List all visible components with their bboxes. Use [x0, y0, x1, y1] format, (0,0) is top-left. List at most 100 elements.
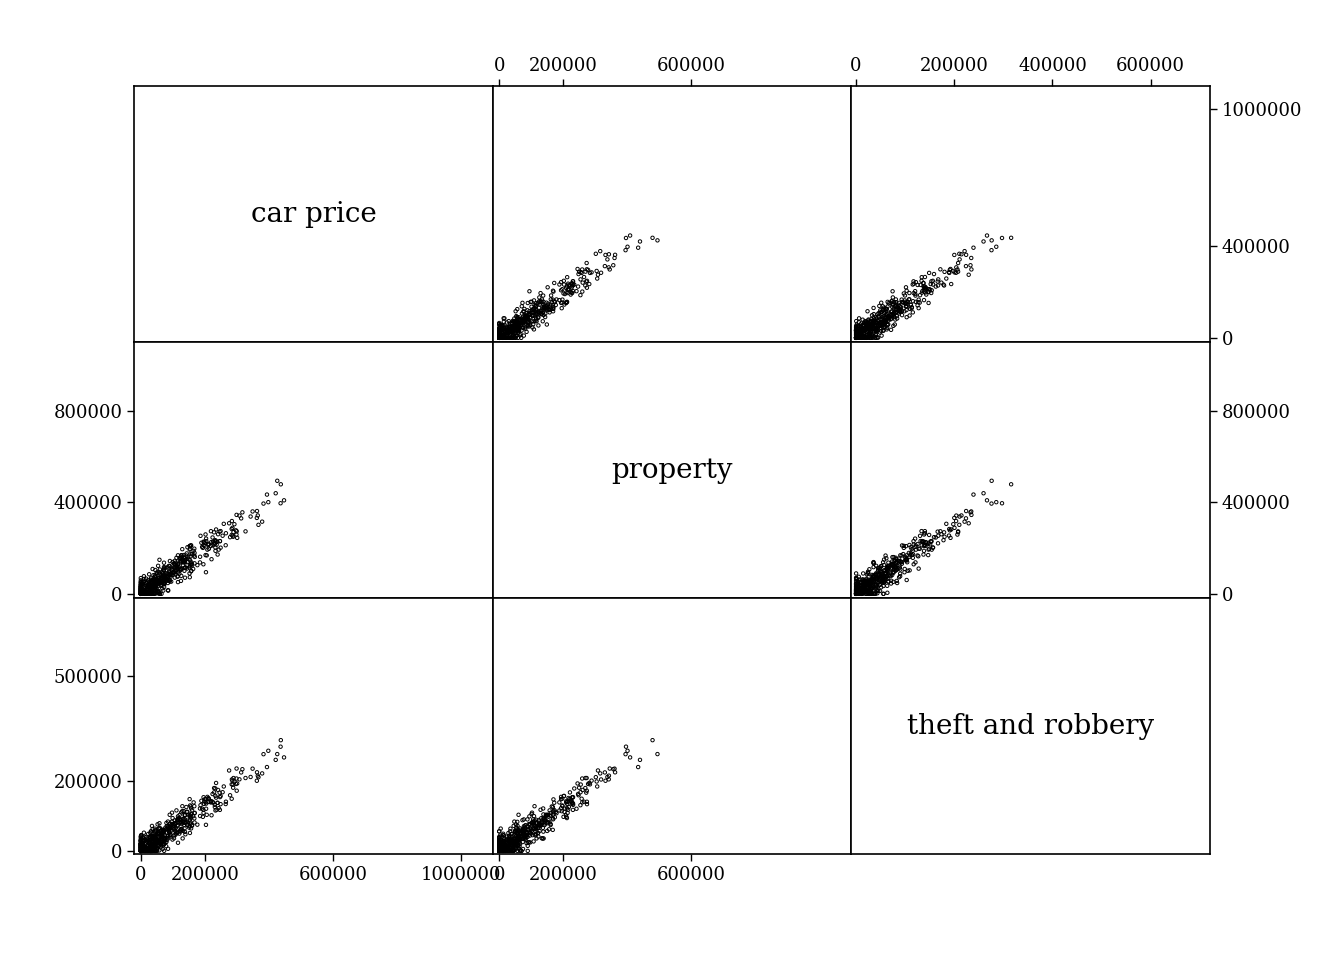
Point	[491, 840, 512, 855]
Point	[848, 315, 870, 330]
Point	[527, 826, 548, 841]
Point	[136, 571, 157, 587]
Point	[504, 318, 526, 333]
Point	[492, 330, 513, 346]
Point	[871, 559, 892, 574]
Point	[226, 776, 247, 791]
Point	[226, 771, 247, 786]
Point	[536, 279, 558, 295]
Point	[140, 837, 161, 852]
Point	[900, 300, 922, 315]
Point	[144, 581, 165, 596]
Point	[560, 279, 582, 295]
Point	[151, 564, 172, 580]
Point	[528, 817, 550, 832]
Point	[509, 826, 531, 841]
Point	[851, 330, 872, 346]
Point	[130, 581, 152, 596]
Point	[500, 322, 521, 337]
Point	[617, 239, 638, 254]
Point	[142, 843, 164, 858]
Point	[145, 586, 167, 601]
Point	[169, 812, 191, 828]
Point	[878, 562, 899, 577]
Point	[140, 838, 161, 853]
Point	[130, 839, 152, 854]
Point	[862, 575, 883, 590]
Point	[857, 587, 879, 602]
Point	[151, 836, 172, 852]
Point	[859, 330, 880, 346]
Point	[863, 568, 884, 584]
Point	[531, 292, 552, 307]
Point	[164, 816, 185, 831]
Point	[555, 794, 577, 809]
Point	[137, 839, 159, 854]
Point	[210, 788, 231, 804]
Point	[616, 230, 637, 246]
Point	[492, 843, 513, 858]
Point	[489, 842, 511, 857]
Point	[499, 833, 520, 849]
Point	[496, 843, 517, 858]
Point	[503, 324, 524, 340]
Point	[153, 831, 175, 847]
Point	[266, 473, 288, 489]
Point	[919, 276, 941, 292]
Point	[144, 575, 165, 590]
Point	[921, 534, 942, 549]
Point	[159, 566, 180, 582]
Point	[134, 587, 156, 602]
Point	[523, 308, 544, 324]
Point	[902, 294, 923, 309]
Point	[862, 567, 883, 583]
Point	[512, 828, 534, 844]
Point	[505, 315, 527, 330]
Point	[492, 832, 513, 848]
Point	[159, 567, 180, 583]
Point	[489, 842, 511, 857]
Point	[253, 747, 274, 762]
Point	[247, 517, 269, 533]
Point	[524, 818, 546, 833]
Point	[489, 320, 511, 335]
Point	[863, 573, 884, 588]
Point	[500, 837, 521, 852]
Point	[257, 759, 278, 775]
Point	[871, 324, 892, 339]
Point	[145, 839, 167, 854]
Point	[141, 585, 163, 600]
Point	[488, 839, 509, 854]
Point	[167, 557, 188, 572]
Point	[503, 323, 524, 338]
Point	[878, 317, 899, 332]
Point	[152, 826, 173, 841]
Point	[859, 579, 880, 594]
Point	[540, 300, 562, 316]
Point	[550, 789, 571, 804]
Point	[519, 817, 540, 832]
Point	[542, 807, 563, 823]
Point	[570, 265, 591, 280]
Point	[153, 823, 175, 838]
Point	[870, 302, 891, 318]
Point	[173, 815, 195, 830]
Point	[856, 566, 878, 582]
Point	[130, 843, 152, 858]
Point	[175, 824, 196, 839]
Point	[853, 584, 875, 599]
Point	[499, 318, 520, 333]
Point	[879, 311, 900, 326]
Point	[866, 323, 887, 338]
Point	[562, 803, 583, 818]
Point	[845, 319, 867, 334]
Point	[165, 550, 187, 565]
Point	[130, 829, 152, 845]
Point	[219, 530, 241, 545]
Point	[500, 330, 521, 346]
Point	[497, 838, 519, 853]
Point	[489, 321, 511, 336]
Point	[876, 299, 898, 314]
Point	[130, 843, 152, 858]
Point	[882, 300, 903, 315]
